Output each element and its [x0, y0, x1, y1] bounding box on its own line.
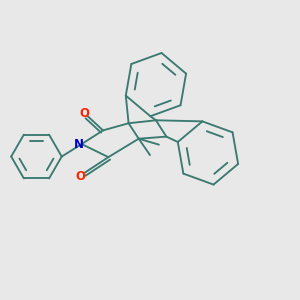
Text: O: O [76, 170, 85, 183]
Text: O: O [79, 106, 89, 120]
Text: N: N [74, 138, 84, 151]
